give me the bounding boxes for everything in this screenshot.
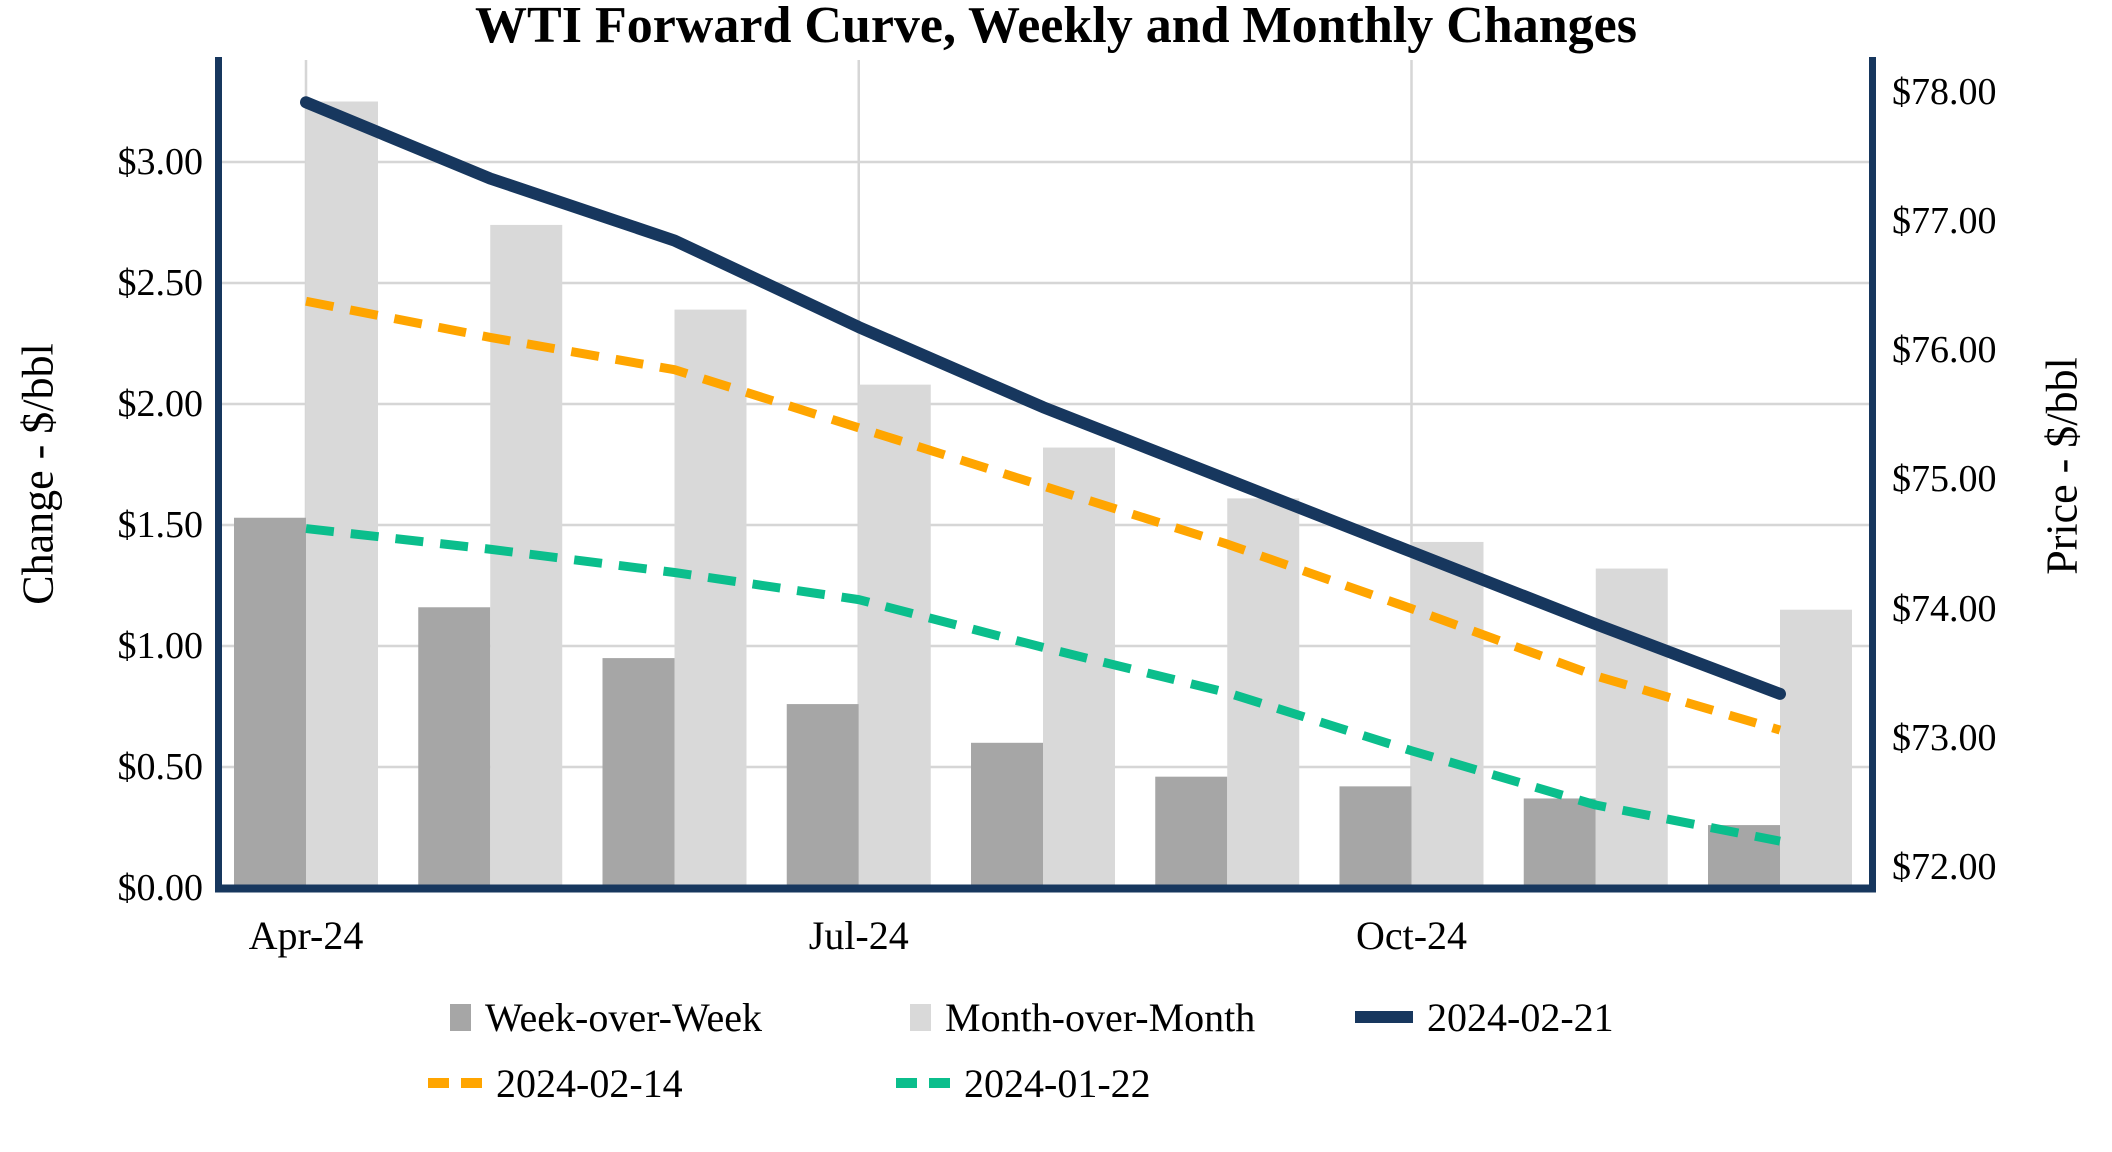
x-tick-label: Apr-24 — [248, 913, 364, 958]
bar-series — [234, 101, 1852, 889]
right-tick-label: $78.00 — [1892, 70, 1997, 113]
legend-item-week-over-week: Week-over-Week — [450, 994, 763, 1040]
legend-label: 2024-02-21 — [1427, 994, 1614, 1040]
line-2024-02-21 — [300, 96, 1786, 700]
bar-week-over-week — [786, 704, 859, 888]
legend-label: Week-over-Week — [485, 994, 763, 1040]
x-tick-label: Jul-24 — [808, 913, 909, 958]
left-tick-label: $1.00 — [117, 625, 204, 667]
bar-week-over-week — [1339, 786, 1412, 888]
legend-item-month-over-month: Month-over-Month — [910, 994, 1256, 1040]
bar-week-over-week — [602, 658, 675, 888]
left-tick-label: $2.00 — [117, 383, 204, 425]
line-2024-01-22 — [305, 524, 1781, 846]
legend-label: 2024-02-14 — [496, 1060, 683, 1106]
legend-line-swatch — [1355, 1011, 1413, 1023]
right-tick-label: $77.00 — [1892, 200, 1997, 243]
bar-week-over-week — [418, 607, 491, 888]
left-tick-label: $1.50 — [117, 504, 204, 546]
legend-dash-swatch — [896, 1078, 950, 1088]
left-tick-label: $0.50 — [117, 746, 204, 788]
legend-label: Month-over-Month — [945, 994, 1256, 1040]
axis-lines — [215, 57, 1876, 893]
bar-month-over-month — [858, 384, 931, 888]
bar-week-over-week — [971, 742, 1043, 888]
legend-item-2024-01-22: 2024-01-22 — [896, 1060, 1151, 1106]
left-tick-label: $2.50 — [117, 262, 204, 304]
legend-item-2024-02-21: 2024-02-21 — [1355, 994, 1614, 1040]
left-axis-title: Change - $/bbl — [13, 343, 63, 605]
legend-dash-swatch — [428, 1078, 482, 1088]
right-tick-label: $72.00 — [1892, 846, 1997, 888]
bar-month-over-month — [1043, 447, 1115, 888]
legend-item-2024-02-14: 2024-02-14 — [428, 1060, 683, 1106]
legend-bar-swatch — [910, 1003, 931, 1031]
bar-week-over-week — [234, 517, 306, 888]
right-tick-label: $73.00 — [1892, 716, 1997, 759]
bar-month-over-month — [1780, 609, 1852, 888]
bar-week-over-week — [1155, 776, 1228, 888]
left-tick-label: $0.00 — [117, 867, 204, 909]
right-tick-label: $75.00 — [1892, 458, 1997, 501]
right-tick-label: $74.00 — [1892, 587, 1997, 630]
bar-month-over-month — [1411, 541, 1484, 888]
line-2024-02-14 — [305, 296, 1782, 735]
right-axis-title: Price - $/bbl — [2037, 357, 2087, 575]
x-tick-label: Oct-24 — [1355, 913, 1468, 958]
right-tick-label: $76.00 — [1892, 329, 1997, 372]
bar-month-over-month — [306, 101, 378, 888]
legend-bar-swatch — [450, 1003, 471, 1031]
bar-month-over-month — [1595, 568, 1668, 888]
left-tick-label: $3.00 — [117, 141, 204, 183]
legend-label: 2024-01-22 — [964, 1060, 1151, 1106]
chart-title: WTI Forward Curve, Weekly and Monthly Ch… — [475, 0, 1637, 54]
bar-month-over-month — [674, 309, 747, 888]
bar-week-over-week — [1523, 798, 1596, 888]
line-series — [300, 96, 1786, 846]
